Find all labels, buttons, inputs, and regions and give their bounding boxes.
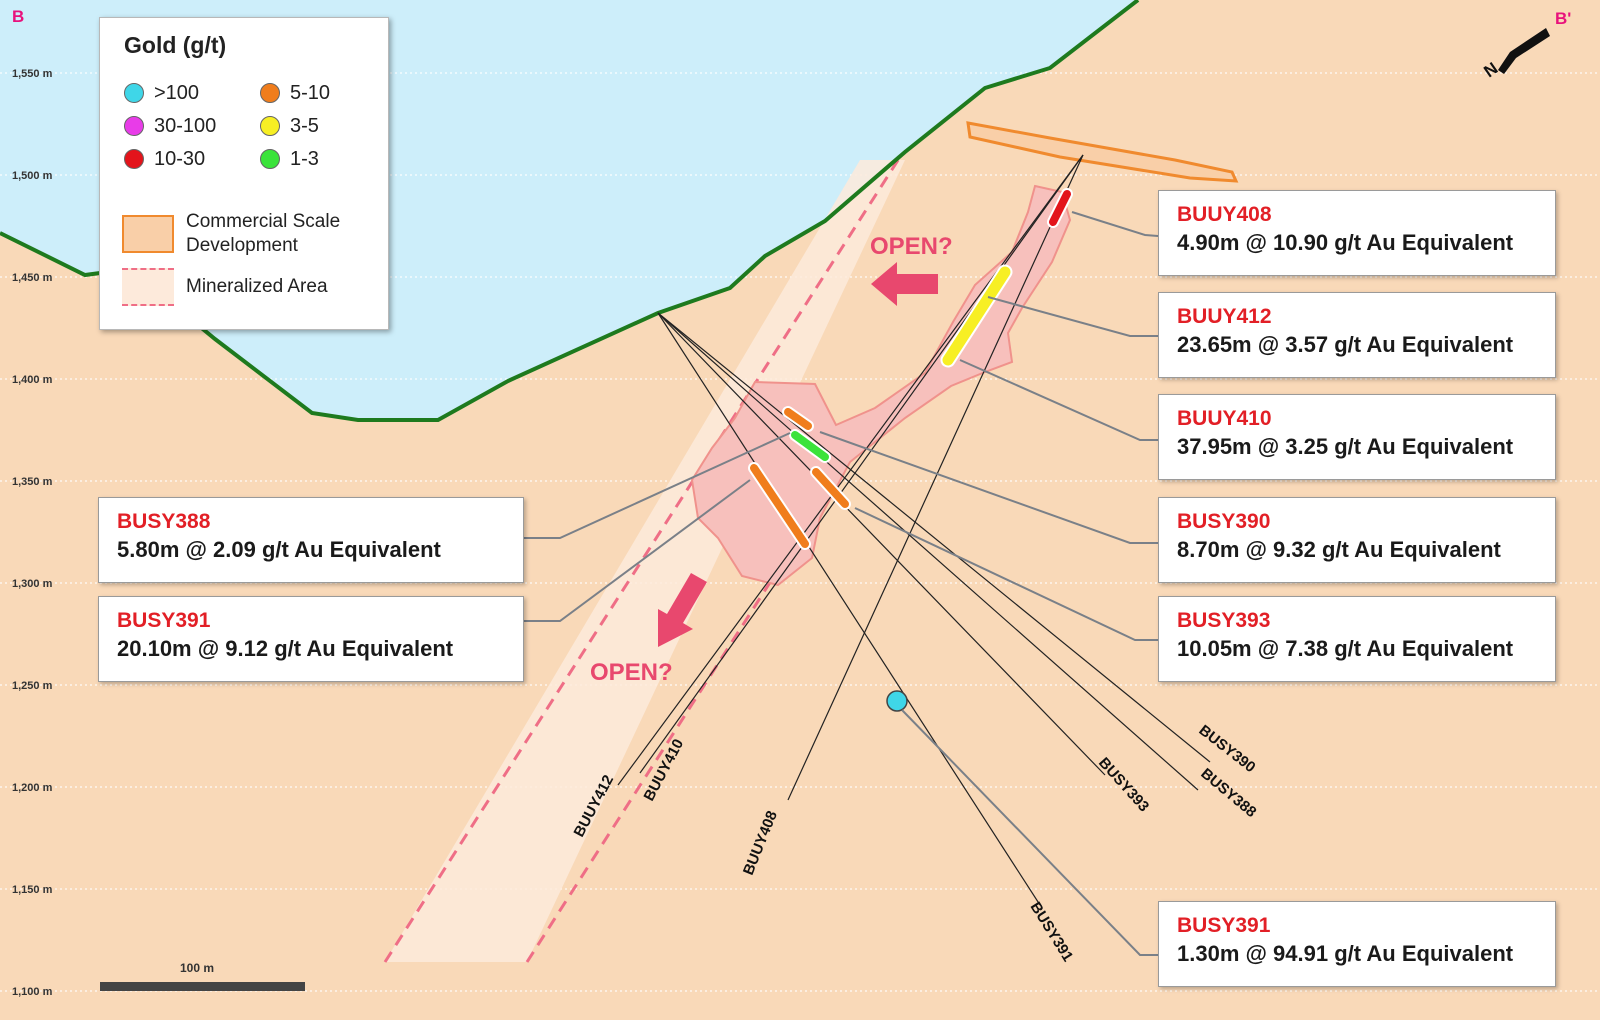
scale-bar bbox=[100, 982, 305, 991]
callout-buuy408: BUUY408 4.90m @ 10.90 g/t Au Equivalent bbox=[1158, 190, 1556, 276]
elevation-label: 1,450 m bbox=[12, 272, 53, 284]
callout-result: 5.80m @ 2.09 g/t Au Equivalent bbox=[117, 537, 441, 562]
callout-busy393: BUSY393 10.05m @ 7.38 g/t Au Equivalent bbox=[1158, 596, 1556, 682]
legend-mineralized-area: Mineralized Area bbox=[122, 268, 328, 306]
scale-bar-label: 100 m bbox=[180, 961, 214, 975]
callout-result: 1.30m @ 94.91 g/t Au Equivalent bbox=[1177, 941, 1514, 966]
elevation-label: 1,350 m bbox=[12, 476, 53, 488]
legend-development-label: Commercial Scale Development bbox=[186, 211, 341, 256]
intercept-buuy412 bbox=[942, 266, 1011, 366]
section-label-left: B bbox=[12, 7, 24, 26]
callout-result: 23.65m @ 3.57 g/t Au Equivalent bbox=[1177, 332, 1514, 357]
drill-hole-busy390 bbox=[657, 312, 1211, 763]
open-arrow-down-dip bbox=[658, 573, 707, 647]
mineralized-swatch-icon bbox=[122, 268, 174, 306]
north-arrow-icon bbox=[1498, 28, 1550, 74]
callout-hole-name: BUSY391 bbox=[117, 609, 211, 632]
drill-hole-busy393 bbox=[657, 312, 1106, 776]
mineralized-area bbox=[385, 160, 905, 962]
mineralized-zone-body bbox=[690, 184, 1072, 587]
drill-hole-buuy410 bbox=[639, 154, 1084, 774]
callout-result: 10.05m @ 7.38 g/t Au Equivalent bbox=[1177, 636, 1514, 661]
callout-buuy412: BUUY412 23.65m @ 3.57 g/t Au Equivalent bbox=[1158, 292, 1556, 378]
elevation-label: 1,500 m bbox=[12, 170, 53, 182]
grade-intercepts bbox=[748, 188, 1073, 550]
elevation-label: 1,100 m bbox=[12, 986, 53, 998]
section-label-right: B' bbox=[1555, 9, 1571, 28]
open-label-upper: OPEN? bbox=[870, 233, 953, 260]
legend-development: Commercial Scale Development bbox=[122, 210, 372, 258]
drill-holes bbox=[617, 154, 1211, 906]
intercept-busy391-upper bbox=[750, 464, 809, 548]
open-label-lower: OPEN? bbox=[590, 659, 673, 686]
callout-result: 4.90m @ 10.90 g/t Au Equivalent bbox=[1177, 230, 1514, 255]
callout-busy388: BUSY388 5.80m @ 2.09 g/t Au Equivalent bbox=[98, 497, 524, 583]
callout-hole-name: BUUY412 bbox=[1177, 305, 1272, 328]
elevation-label: 1,550 m bbox=[12, 68, 53, 80]
intercept-busy388 bbox=[791, 431, 829, 461]
intercept-busy391-lower bbox=[886, 690, 908, 712]
drill-hole-busy391 bbox=[657, 312, 1041, 906]
callout-hole-name: BUSY388 bbox=[117, 510, 211, 533]
grade-swatch-icon bbox=[260, 116, 280, 136]
development-swatch-icon bbox=[122, 215, 174, 253]
callout-hole-name: BUUY410 bbox=[1177, 407, 1272, 430]
callout-result: 20.10m @ 9.12 g/t Au Equivalent bbox=[117, 636, 454, 661]
callout-buuy410: BUUY410 37.95m @ 3.25 g/t Au Equivalent bbox=[1158, 394, 1556, 480]
elevation-label: 1,400 m bbox=[12, 374, 53, 386]
legend-grade-10-30: 10-30 bbox=[124, 147, 205, 171]
mineralized-boundary-right bbox=[525, 519, 812, 963]
callout-hole-name: BUSY391 bbox=[1177, 914, 1271, 937]
callout-busy391-lower: BUSY391 1.30m @ 94.91 g/t Au Equivalent bbox=[1158, 901, 1556, 987]
callout-hole-name: BUUY408 bbox=[1177, 203, 1272, 226]
open-arrow-up-dip bbox=[871, 262, 938, 306]
legend-title: Gold (g/t) bbox=[124, 32, 227, 58]
callout-hole-name: BUSY393 bbox=[1177, 609, 1271, 632]
grade-swatch-icon bbox=[124, 116, 144, 136]
elevation-label: 1,300 m bbox=[12, 578, 53, 590]
legend-grade-5-10: 5-10 bbox=[260, 81, 330, 105]
callout-hole-name: BUSY390 bbox=[1177, 510, 1271, 533]
grade-swatch-icon bbox=[260, 149, 280, 169]
callout-busy391-upper: BUSY391 20.10m @ 9.12 g/t Au Equivalent bbox=[98, 596, 524, 682]
legend-grade-100-plus: >100 bbox=[124, 81, 199, 105]
callout-busy390: BUSY390 8.70m @ 9.32 g/t Au Equivalent bbox=[1158, 497, 1556, 583]
callout-result: 8.70m @ 9.32 g/t Au Equivalent bbox=[1177, 537, 1501, 562]
elevation-label: 1,250 m bbox=[12, 680, 53, 692]
intercept-buuy408 bbox=[1049, 190, 1071, 226]
drill-hole-buuy412 bbox=[617, 154, 1084, 786]
grade-swatch-icon bbox=[124, 83, 144, 103]
elevation-label: 1,200 m bbox=[12, 782, 53, 794]
commercial-scale-development bbox=[966, 121, 1239, 183]
intercept-busy393 bbox=[812, 468, 849, 508]
intercept-busy390 bbox=[784, 408, 812, 430]
grade-swatch-icon bbox=[260, 83, 280, 103]
callout-result: 37.95m @ 3.25 g/t Au Equivalent bbox=[1177, 434, 1514, 459]
legend-grade-30-100: 30-100 bbox=[124, 114, 216, 138]
legend-mineralized-label: Mineralized Area bbox=[186, 276, 328, 297]
elevation-label: 1,150 m bbox=[12, 884, 53, 896]
legend: Gold (g/t) >100 30-100 10-30 5-10 3-5 1-… bbox=[99, 17, 389, 330]
leader-lines bbox=[524, 211, 1159, 956]
drill-hole-busy388 bbox=[657, 312, 1199, 791]
legend-grade-1-3: 1-3 bbox=[260, 147, 319, 171]
drill-hole-buuy408 bbox=[787, 154, 1084, 801]
grade-swatch-icon bbox=[124, 149, 144, 169]
legend-grade-3-5: 3-5 bbox=[260, 114, 319, 138]
